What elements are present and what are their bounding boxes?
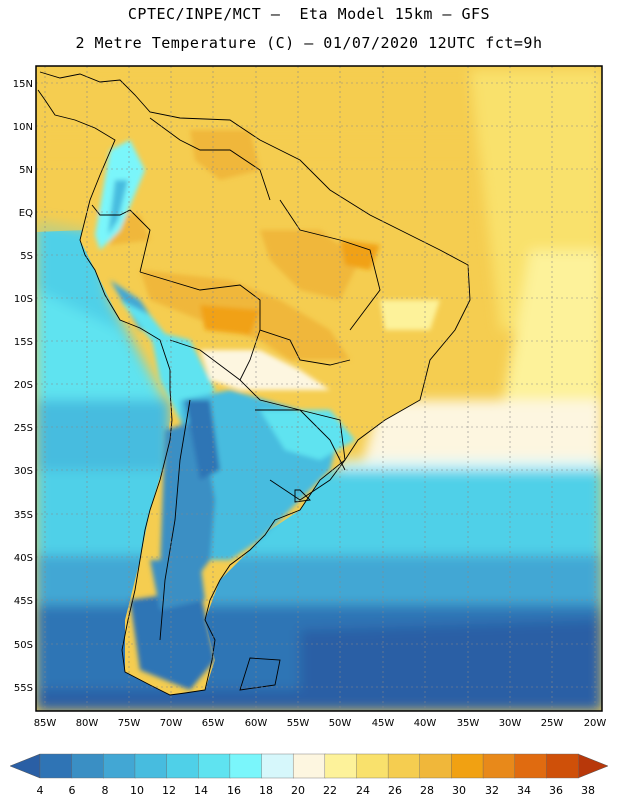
- color-scale-swatch: [103, 753, 136, 779]
- lat-label: 30S: [14, 466, 33, 477]
- latitude-labels: 15N 10N 5N EQ 5S 10S 15S 20S 25S 30S 35S…: [13, 79, 33, 694]
- color-scale-swatch: [292, 753, 326, 779]
- color-scale-label: 22: [323, 784, 337, 797]
- color-scale-label: 6: [69, 784, 76, 797]
- lon-label: 70W: [160, 718, 183, 729]
- color-scale-label: 36: [549, 784, 563, 797]
- color-scale-swatch: [229, 753, 263, 779]
- color-scale-swatch: [387, 753, 421, 779]
- lat-label: 35S: [14, 510, 33, 521]
- lon-label: 20W: [584, 718, 607, 729]
- lon-label: 65W: [202, 718, 225, 729]
- color-scale-swatch: [261, 753, 294, 779]
- map-frame: [35, 65, 603, 712]
- lat-label: 25S: [14, 423, 33, 434]
- lon-label: 85W: [34, 718, 57, 729]
- temperature-field: [36, 66, 602, 711]
- color-scale-swatch: [198, 753, 231, 779]
- lon-label: 50W: [329, 718, 352, 729]
- lat-label: 15S: [14, 337, 33, 348]
- color-scale-label: 20: [291, 784, 305, 797]
- color-scale-label: 38: [581, 784, 595, 797]
- color-scale-label: 18: [259, 784, 273, 797]
- longitude-labels: 85W 80W 75W 70W 65W 60W 55W 50W 45W 40W …: [34, 718, 607, 729]
- map-title-line-1: CPTEC/INPE/MCT – Eta Model 15km – GFS: [127, 5, 491, 23]
- lat-label: 20S: [14, 380, 33, 391]
- color-scale-label: 12: [162, 784, 176, 797]
- color-scale-swatch: [451, 753, 484, 779]
- lon-label: 60W: [245, 718, 268, 729]
- lon-label: 80W: [76, 718, 99, 729]
- lat-label: 10N: [13, 122, 33, 133]
- color-scale-label: 28: [420, 784, 434, 797]
- lat-label: 50S: [14, 640, 33, 651]
- lat-label: 40S: [14, 553, 33, 564]
- lon-label: 35W: [457, 718, 480, 729]
- color-scale-high-arrow: [577, 753, 609, 779]
- color-scale-label: 10: [130, 784, 144, 797]
- color-scale-label: 24: [356, 784, 370, 797]
- color-scale-swatch: [514, 753, 548, 779]
- color-scale-label: 4: [37, 784, 44, 797]
- color-scale-bar: 4 6 8 10 12 14 16 18 20 22 24 26 28 30 3…: [9, 753, 609, 797]
- color-scale-label: 34: [517, 784, 531, 797]
- color-scale-swatch: [134, 753, 168, 779]
- lat-label: 55S: [14, 683, 33, 694]
- lon-label: 25W: [541, 718, 564, 729]
- lon-label: 55W: [287, 718, 310, 729]
- color-scale-swatches: [39, 753, 579, 779]
- lat-label: 5S: [20, 251, 33, 262]
- coastlines-and-borders: [37, 71, 471, 696]
- lat-label: 10S: [14, 294, 33, 305]
- color-scale-labels: 4 6 8 10 12 14 16 18 20 22 24 26 28 30 3…: [37, 784, 596, 797]
- color-scale-low-arrow: [9, 753, 41, 779]
- color-scale-label: 32: [485, 784, 499, 797]
- lat-label: EQ: [19, 208, 33, 219]
- color-scale-swatch: [419, 753, 453, 779]
- lat-label: 45S: [14, 596, 33, 607]
- lat-label: 15N: [13, 79, 33, 90]
- color-scale-swatch: [39, 753, 73, 779]
- south-america-landmass: [38, 72, 470, 695]
- color-scale-label: 26: [388, 784, 402, 797]
- map-title-line-2: 2 Metre Temperature (C) – 01/07/2020 12U…: [75, 34, 543, 52]
- lon-label: 40W: [414, 718, 437, 729]
- lon-label: 45W: [372, 718, 395, 729]
- color-scale-label: 14: [194, 784, 208, 797]
- color-scale-swatch: [356, 753, 389, 779]
- color-scale-swatch: [166, 753, 199, 779]
- color-scale-label: 16: [227, 784, 241, 797]
- color-scale-label: 30: [452, 784, 466, 797]
- lon-label: 75W: [118, 718, 141, 729]
- color-scale-swatch: [482, 753, 516, 779]
- lat-label: 5N: [19, 165, 33, 176]
- lon-label: 30W: [499, 718, 522, 729]
- color-scale-label: 8: [102, 784, 109, 797]
- color-scale-swatch: [546, 753, 579, 779]
- color-scale-swatch: [71, 753, 105, 779]
- color-scale-swatch: [324, 753, 358, 779]
- lat-lon-grid: [36, 66, 602, 711]
